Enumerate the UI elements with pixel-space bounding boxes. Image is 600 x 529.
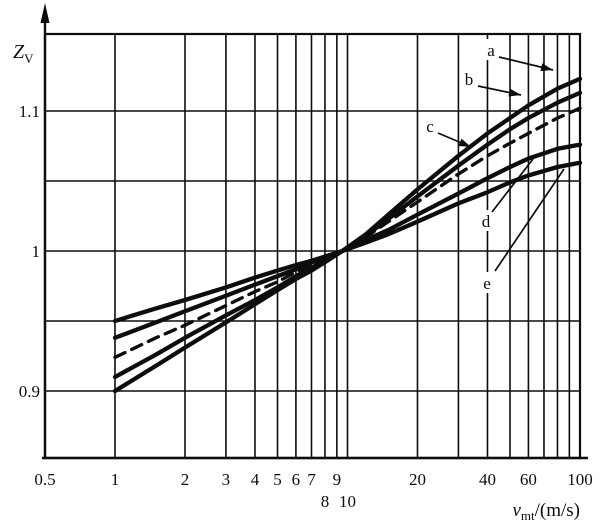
x-tick-label: 6 [292, 470, 301, 489]
curve-label-bg [479, 272, 495, 293]
x-tick-label: 4 [251, 470, 260, 489]
x-tick-labels: 0.5 1 2 3 4 5 6 7 9 20 40 60 100 8 10 [34, 470, 592, 511]
curve-label-d: d [482, 212, 491, 231]
x-tick-label: 60 [520, 470, 537, 489]
y-axis-arrow-icon [40, 3, 50, 23]
plot-frame [43, 32, 582, 460]
curve-label-bg [422, 115, 438, 136]
curve-label-bg [461, 68, 477, 89]
x-tick-label: 1 [111, 470, 120, 489]
grid-lines [44, 34, 581, 458]
y-tick-label: 1 [32, 242, 41, 261]
pointer-arrowhead-icon [540, 63, 553, 72]
x-tick-label: 5 [273, 470, 282, 489]
pointer-arrowhead-icon [458, 138, 471, 147]
x-tick-label: 9 [333, 470, 342, 489]
x-tick-label: 40 [479, 470, 496, 489]
x-axis-title: vmt/(m/s) [512, 500, 580, 523]
curve-label-e: e [483, 274, 491, 293]
y-axis-title: ZV [13, 41, 34, 66]
curve-label-c: c [426, 117, 434, 136]
pointer-arrowhead-icon [508, 88, 521, 97]
y-tick-labels: 1.1 1 0.9 [19, 102, 40, 401]
x-tick-label: 100 [567, 470, 593, 489]
x-tick-label: 2 [181, 470, 190, 489]
x-tick-label: 20 [409, 470, 426, 489]
curves [112, 76, 583, 394]
x-tick-label: 7 [307, 470, 316, 489]
curve-label-bg [483, 39, 499, 60]
x-tick-label: 10 [339, 492, 356, 511]
curve-e [112, 160, 583, 324]
y-tick-label: 0.9 [19, 382, 40, 401]
x-tick-label: 0.5 [34, 470, 55, 489]
curve-label-a: a [487, 41, 495, 60]
x-tick-label: 8 [321, 492, 330, 511]
y-tick-label: 1.1 [19, 102, 40, 121]
curve-annotations: ab c d e [422, 39, 565, 293]
pointer-line-d [491, 158, 534, 213]
x-tick-label: 3 [222, 470, 231, 489]
curve-label-bg [478, 210, 494, 231]
curve-label-b: b [465, 70, 474, 89]
pointer-line-e [494, 168, 565, 272]
